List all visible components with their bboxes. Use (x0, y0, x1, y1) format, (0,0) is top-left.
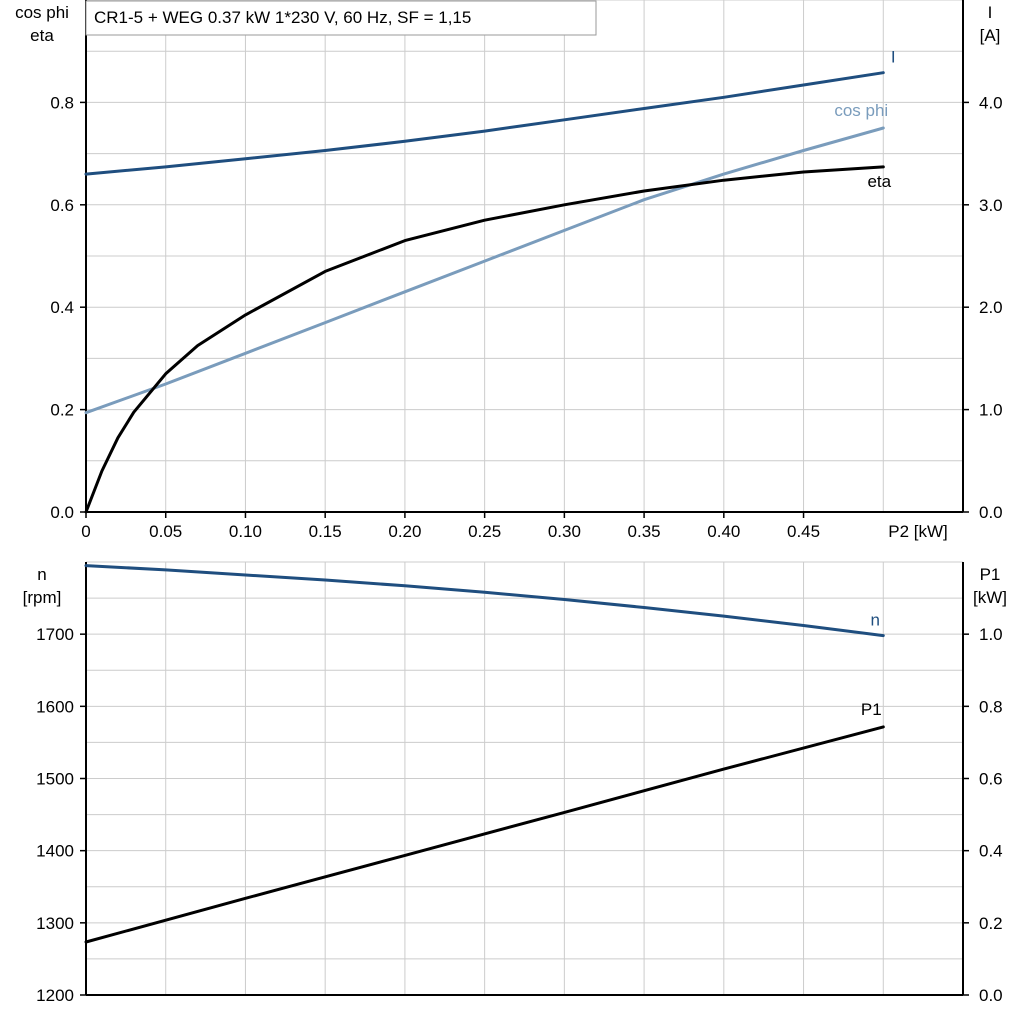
top-panel: 0.0 0.2 0.4 0.6 0.8 0.0 1.0 2.0 3.0 4.0 0 0.05 0.10 0… (15, 0, 1003, 541)
left-axis-tick-label: 0.8 (50, 93, 74, 112)
x-axis-tick-label: 0.05 (149, 522, 182, 541)
x-axis-tick-label: 0.35 (628, 522, 661, 541)
right-axis-tick-label: 0.0 (979, 986, 1003, 1005)
left-axis-title: n (37, 565, 46, 584)
left-axis-title: [rpm] (23, 588, 62, 607)
series-line-n (84, 564, 885, 638)
left-axis-tick-label: 1200 (36, 986, 74, 1005)
x-axis-tick-label: 0 (81, 522, 90, 541)
x-axis-tick-label: 0.15 (309, 522, 342, 541)
x-axis-tick-label: 0.30 (548, 522, 581, 541)
right-axis-tick-label: 0.6 (979, 770, 1003, 789)
right-axis-title: [kW] (973, 588, 1007, 607)
right-axis-tick-label: 0.0 (979, 503, 1003, 522)
left-axis-tick-label: 0.0 (50, 503, 74, 522)
left-axis-tick-label: 0.4 (50, 298, 74, 317)
left-axis-title: cos phi (15, 3, 69, 22)
left-axis-title: eta (30, 26, 54, 45)
series-line-p1 (84, 725, 885, 944)
right-axis-tick-label: 3.0 (979, 196, 1003, 215)
right-axis-title: [A] (980, 26, 1001, 45)
series-label-i: I (891, 48, 896, 67)
left-axis-tick-label: 0.6 (50, 196, 74, 215)
right-axis-title: P1 (980, 565, 1001, 584)
right-axis-tick-label: 0.8 (979, 697, 1003, 716)
x-axis-tick-label: 0.45 (787, 522, 820, 541)
right-axis-tick-label: 1.0 (979, 625, 1003, 644)
series-line-cos-phi (84, 126, 885, 415)
left-axis-tick-label: 1600 (36, 697, 74, 716)
series-line-i (84, 71, 885, 176)
x-axis-tick-label: 0.20 (388, 522, 421, 541)
right-axis-tick-label: 2.0 (979, 298, 1003, 317)
left-axis-tick-label: 1700 (36, 625, 74, 644)
x-axis-tick-label: 0.40 (707, 522, 740, 541)
right-axis-tick-label: 4.0 (979, 93, 1003, 112)
left-axis-tick-label: 0.2 (50, 401, 74, 420)
chart-title: CR1-5 + WEG 0.37 kW 1*230 V, 60 Hz, SF =… (94, 8, 471, 27)
series-label-cos-phi: cos phi (834, 101, 888, 120)
left-axis-tick-label: 1300 (36, 914, 74, 933)
x-axis-tick-label: 0.10 (229, 522, 262, 541)
left-axis-tick-label: 1500 (36, 770, 74, 789)
series-label-n: n (871, 611, 880, 630)
series-line-eta (84, 165, 885, 514)
chart-title-box (85, 0, 597, 36)
right-axis-tick-label: 1.0 (979, 401, 1003, 420)
series-label-eta: eta (867, 172, 891, 191)
right-axis-tick-label: 0.4 (979, 842, 1003, 861)
right-axis-title: I (988, 3, 993, 22)
right-axis-tick-label: 0.2 (979, 914, 1003, 933)
x-axis-title: P2 [kW] (888, 522, 948, 541)
left-axis-tick-label: 1400 (36, 842, 74, 861)
x-axis-tick-label: 0.25 (468, 522, 501, 541)
bottom-panel: 1200 1300 1400 1500 1600 1700 0.0 0.2 0.4 0.6 0.8 1… (23, 561, 1007, 1005)
series-label-p1: P1 (861, 700, 882, 719)
